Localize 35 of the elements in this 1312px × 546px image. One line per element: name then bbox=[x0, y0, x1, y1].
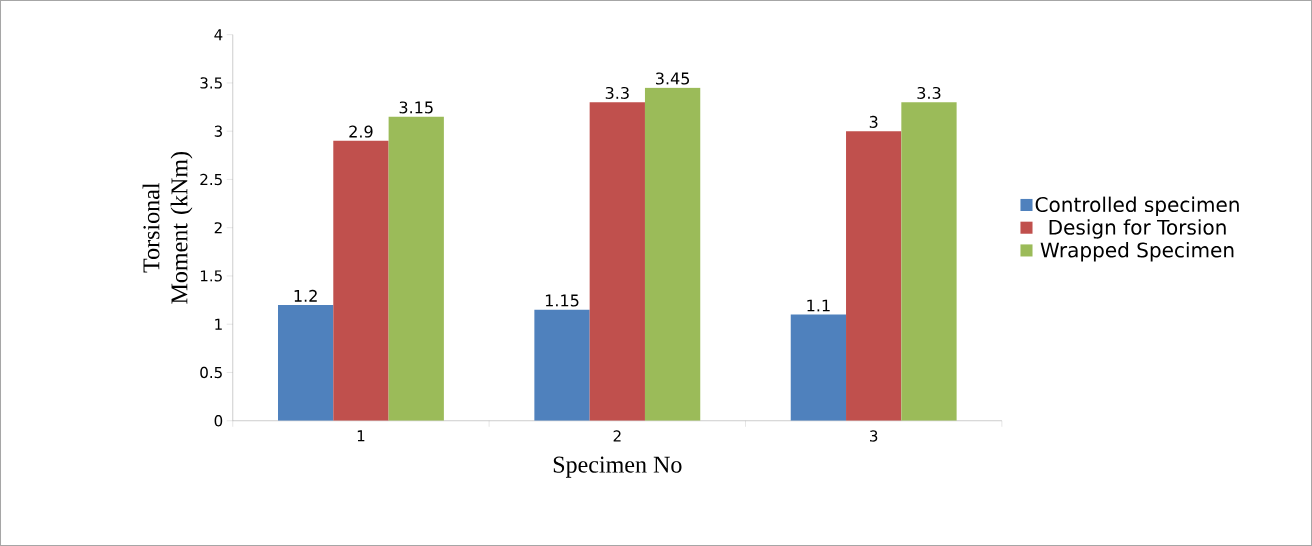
data-label: 3 bbox=[869, 115, 878, 129]
y-tick-label: 0 bbox=[214, 415, 223, 427]
data-label: 3.3 bbox=[605, 86, 629, 100]
y-tick-label: 2.5 bbox=[200, 173, 222, 186]
data-label: 1.15 bbox=[545, 294, 579, 307]
data-label: 1.1 bbox=[807, 299, 830, 312]
bar bbox=[644, 87, 701, 421]
data-label: 1.2 bbox=[294, 289, 317, 302]
data-label: 2.9 bbox=[349, 125, 373, 138]
y-tick-label: 0.5 bbox=[200, 366, 222, 379]
bar bbox=[846, 131, 902, 421]
data-label: 3.15 bbox=[399, 101, 433, 114]
bar bbox=[388, 116, 444, 421]
y-tick-label: 3.5 bbox=[200, 77, 222, 89]
bar bbox=[534, 309, 590, 421]
y-tick-label: 4 bbox=[214, 29, 223, 41]
legend-label: Design for Torsion bbox=[1049, 219, 1226, 239]
bar bbox=[277, 304, 334, 421]
legend-label: Controlled specimen bbox=[1035, 196, 1239, 217]
x-tick-label: 3 bbox=[870, 430, 878, 442]
y-tick-label: 1 bbox=[215, 318, 222, 330]
y-axis-title: Torsional Moment (kNm) bbox=[142, 152, 193, 304]
bar bbox=[589, 102, 645, 421]
y-tick-label: 1.5 bbox=[200, 270, 222, 282]
legend-label: Wrapped Specimen bbox=[1040, 242, 1234, 262]
bar bbox=[790, 314, 847, 421]
data-label: 3.45 bbox=[655, 72, 690, 85]
data-label: 3.3 bbox=[917, 86, 941, 100]
y-tick-label: 2 bbox=[214, 222, 222, 234]
bar bbox=[333, 140, 389, 421]
x-tick-label: 2 bbox=[613, 430, 621, 442]
bar bbox=[901, 102, 957, 421]
x-tick-label: 1 bbox=[357, 430, 365, 442]
x-axis-title: Specimen No bbox=[553, 456, 682, 478]
y-tick-label: 3 bbox=[214, 125, 222, 137]
